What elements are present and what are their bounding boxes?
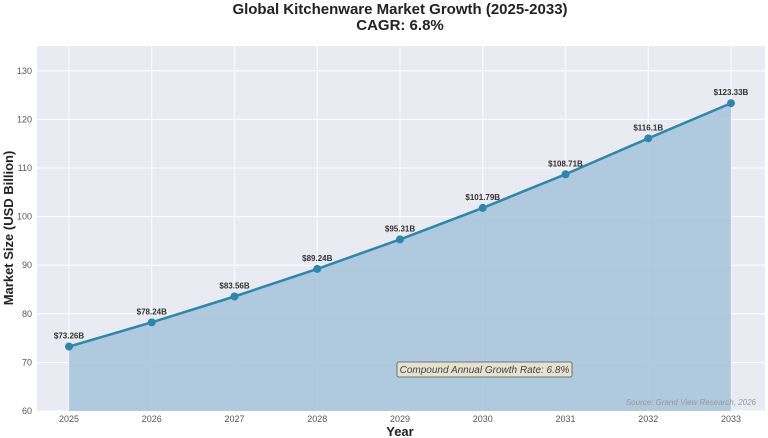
y-tick-label: 70 <box>22 357 32 367</box>
data-label: $78.24B <box>137 307 167 316</box>
data-point <box>230 292 239 301</box>
data-label: $95.31B <box>385 224 415 233</box>
data-point <box>396 235 404 244</box>
y-tick-label: 120 <box>17 114 32 124</box>
x-tick-label: 2033 <box>721 414 741 424</box>
chart-title: Global Kitchenware Market Growth (2025-2… <box>232 1 567 18</box>
data-point <box>147 318 156 327</box>
annotation-box <box>396 361 573 378</box>
cagr-annotation: Compound Annual Growth Rate: 6.8% <box>400 365 570 376</box>
data-label: $101.79B <box>465 193 500 202</box>
data-point <box>644 134 653 143</box>
data-point <box>313 264 322 273</box>
area-fill <box>69 103 731 412</box>
data-label: $73.26B <box>54 332 84 341</box>
x-tick-label: 2030 <box>473 414 493 424</box>
x-tick-label: 2029 <box>390 414 410 424</box>
data-point <box>478 203 487 212</box>
data-label: $108.71B <box>548 159 583 168</box>
x-axis-label: Year <box>386 424 413 438</box>
y-tick-label: 90 <box>22 260 32 270</box>
y-tick-label: 60 <box>22 406 32 416</box>
data-label: $123.33B <box>714 88 749 97</box>
x-tick-label: 2028 <box>307 414 327 424</box>
y-tick-label: 80 <box>22 309 32 319</box>
data-label: $83.56B <box>219 281 249 290</box>
data-label: $116.1B <box>633 123 663 132</box>
y-axis-label: Market Size (USD Billion) <box>1 151 16 306</box>
x-tick-label: 2031 <box>555 414 575 424</box>
x-tick-label: 2032 <box>638 414 658 424</box>
data-point <box>561 170 570 179</box>
x-tick-label: 2027 <box>224 414 244 424</box>
data-point <box>65 342 73 351</box>
x-tick-label: 2025 <box>59 414 79 424</box>
data-point <box>727 99 735 108</box>
x-tick-label: 2026 <box>142 414 162 424</box>
chart-subtitle: CAGR: 6.8% <box>356 17 444 34</box>
y-tick-label: 130 <box>17 66 32 76</box>
y-tick-label: 100 <box>17 212 32 222</box>
y-tick-label: 110 <box>18 163 32 173</box>
data-label: $89.24B <box>302 254 332 263</box>
source-note: Source: Grand View Research, 2026 <box>626 398 757 407</box>
